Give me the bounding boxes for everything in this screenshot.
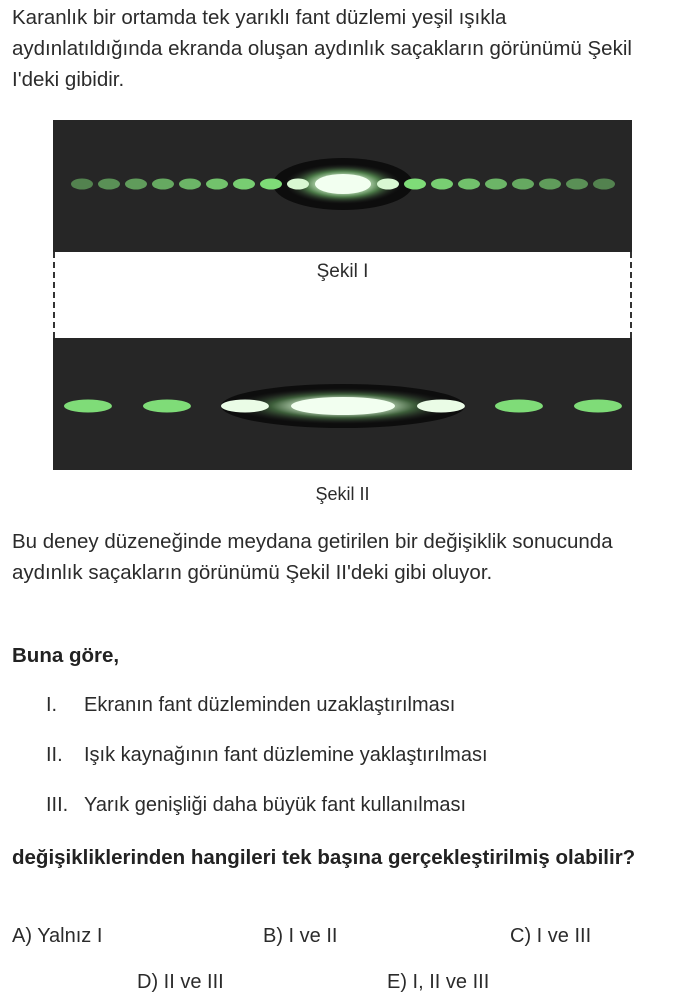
option-c[interactable]: C) I ve III: [510, 925, 592, 947]
side-fringe: [179, 178, 201, 190]
statement-text: Ekranın fant düzleminden uzaklaştırılmas…: [84, 694, 456, 716]
side-fringe: [64, 399, 112, 413]
pattern-figure-2: [53, 338, 632, 470]
description-text: Bu deney düzeneğinde meydana getirilen b…: [12, 530, 613, 584]
side-fringe: [260, 178, 282, 190]
statement-number: I.: [46, 694, 58, 716]
statement-text: Yarık genişliği daha büyük fant kullanıl…: [84, 794, 467, 816]
figure: Şekil I Şekil II: [53, 120, 632, 504]
side-fringe: [431, 178, 453, 190]
side-fringe: [152, 178, 174, 190]
option-d[interactable]: D) II ve III: [137, 971, 224, 993]
side-fringe: [143, 399, 191, 413]
side-fringe: [71, 178, 93, 190]
side-fringe: [125, 178, 147, 190]
lead-text: Buna göre,: [12, 644, 120, 667]
statement-1: I. Ekranın fant düzleminden uzaklaştırılm…: [46, 690, 455, 720]
side-fringe: [404, 178, 426, 190]
fringe-pattern-2: [64, 384, 622, 428]
option-a[interactable]: A) Yalnız I: [12, 925, 103, 947]
side-fringe: [539, 178, 561, 190]
statement-2: II. Işık kaynağının fant düzlemine yaklaş…: [46, 740, 488, 770]
side-fringe: [221, 399, 269, 413]
side-fringe: [417, 399, 465, 413]
side-fringe: [495, 399, 543, 413]
side-fringe: [98, 178, 120, 190]
side-fringe: [233, 178, 255, 190]
side-fringe: [485, 178, 507, 190]
pattern-figure-1: [53, 120, 632, 252]
central-fringe: [291, 397, 395, 415]
side-fringe: [287, 178, 309, 190]
fringe-group-2: [64, 384, 622, 428]
side-fringe: [574, 399, 622, 413]
statement-text: Işık kaynağının fant düzlemine yaklaştır…: [84, 744, 488, 766]
side-fringe: [206, 178, 228, 190]
figure-label-1: Şekil I: [316, 261, 369, 282]
side-fringe: [593, 178, 615, 190]
question-text: değişikliklerinden hangileri tek başına …: [12, 846, 636, 869]
side-fringe: [377, 178, 399, 190]
side-fringe: [458, 178, 480, 190]
figure-label-2: Şekil II: [315, 484, 370, 504]
side-fringe: [566, 178, 588, 190]
fringe-pattern-1: [71, 158, 615, 210]
statement-number: II.: [46, 744, 63, 766]
option-e[interactable]: E) I, II ve III: [387, 971, 490, 993]
side-fringe: [512, 178, 534, 190]
intro-text: Karanlık bir ortamda tek yarıklı fant dü…: [12, 6, 632, 91]
statement-3: III. Yarık genişliği daha büyük fant kull…: [46, 790, 466, 820]
statement-number: III.: [46, 794, 69, 816]
option-b[interactable]: B) I ve II: [263, 925, 338, 947]
fringe-group-1: [71, 158, 615, 210]
dashed-gap: [53, 252, 632, 338]
central-fringe: [315, 174, 371, 194]
